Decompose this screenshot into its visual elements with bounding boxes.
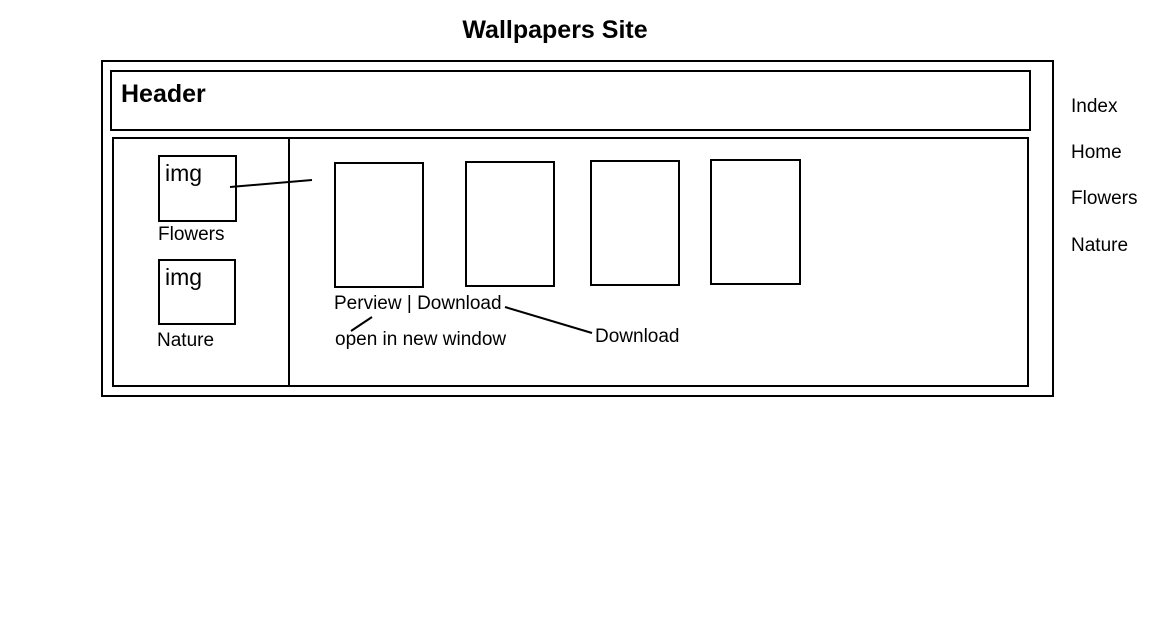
thumbnail-placeholder-label: img xyxy=(165,264,203,290)
wallpaper-thumbnail[interactable] xyxy=(590,160,680,286)
preview-download-links[interactable]: Perview | Download xyxy=(334,293,502,314)
category-label-nature[interactable]: Nature xyxy=(157,330,215,351)
header-box xyxy=(110,70,1031,131)
sidebar-divider xyxy=(288,137,290,387)
sitemap-item-flowers[interactable]: Flowers xyxy=(1071,188,1138,209)
content-box xyxy=(112,137,1029,387)
preview-annotation: open in new window xyxy=(335,329,507,350)
category-thumbnail-nature[interactable]: img xyxy=(158,259,236,325)
sitemap-item-index[interactable]: Index xyxy=(1071,96,1118,117)
category-label-flowers[interactable]: Flowers xyxy=(158,224,225,245)
wallpaper-thumbnail[interactable] xyxy=(465,161,555,287)
category-thumbnail-flowers[interactable]: img xyxy=(158,155,237,222)
header-label: Header xyxy=(121,80,206,108)
page-title: Wallpapers Site xyxy=(462,16,648,44)
thumbnail-placeholder-label: img xyxy=(165,160,203,186)
sitemap-item-nature[interactable]: Nature xyxy=(1071,235,1129,256)
sitemap-item-home[interactable]: Home xyxy=(1071,142,1122,163)
download-annotation: Download xyxy=(595,326,680,347)
wallpaper-thumbnail[interactable] xyxy=(334,162,424,288)
wallpaper-thumbnail[interactable] xyxy=(710,159,801,285)
page-frame xyxy=(101,60,1054,397)
